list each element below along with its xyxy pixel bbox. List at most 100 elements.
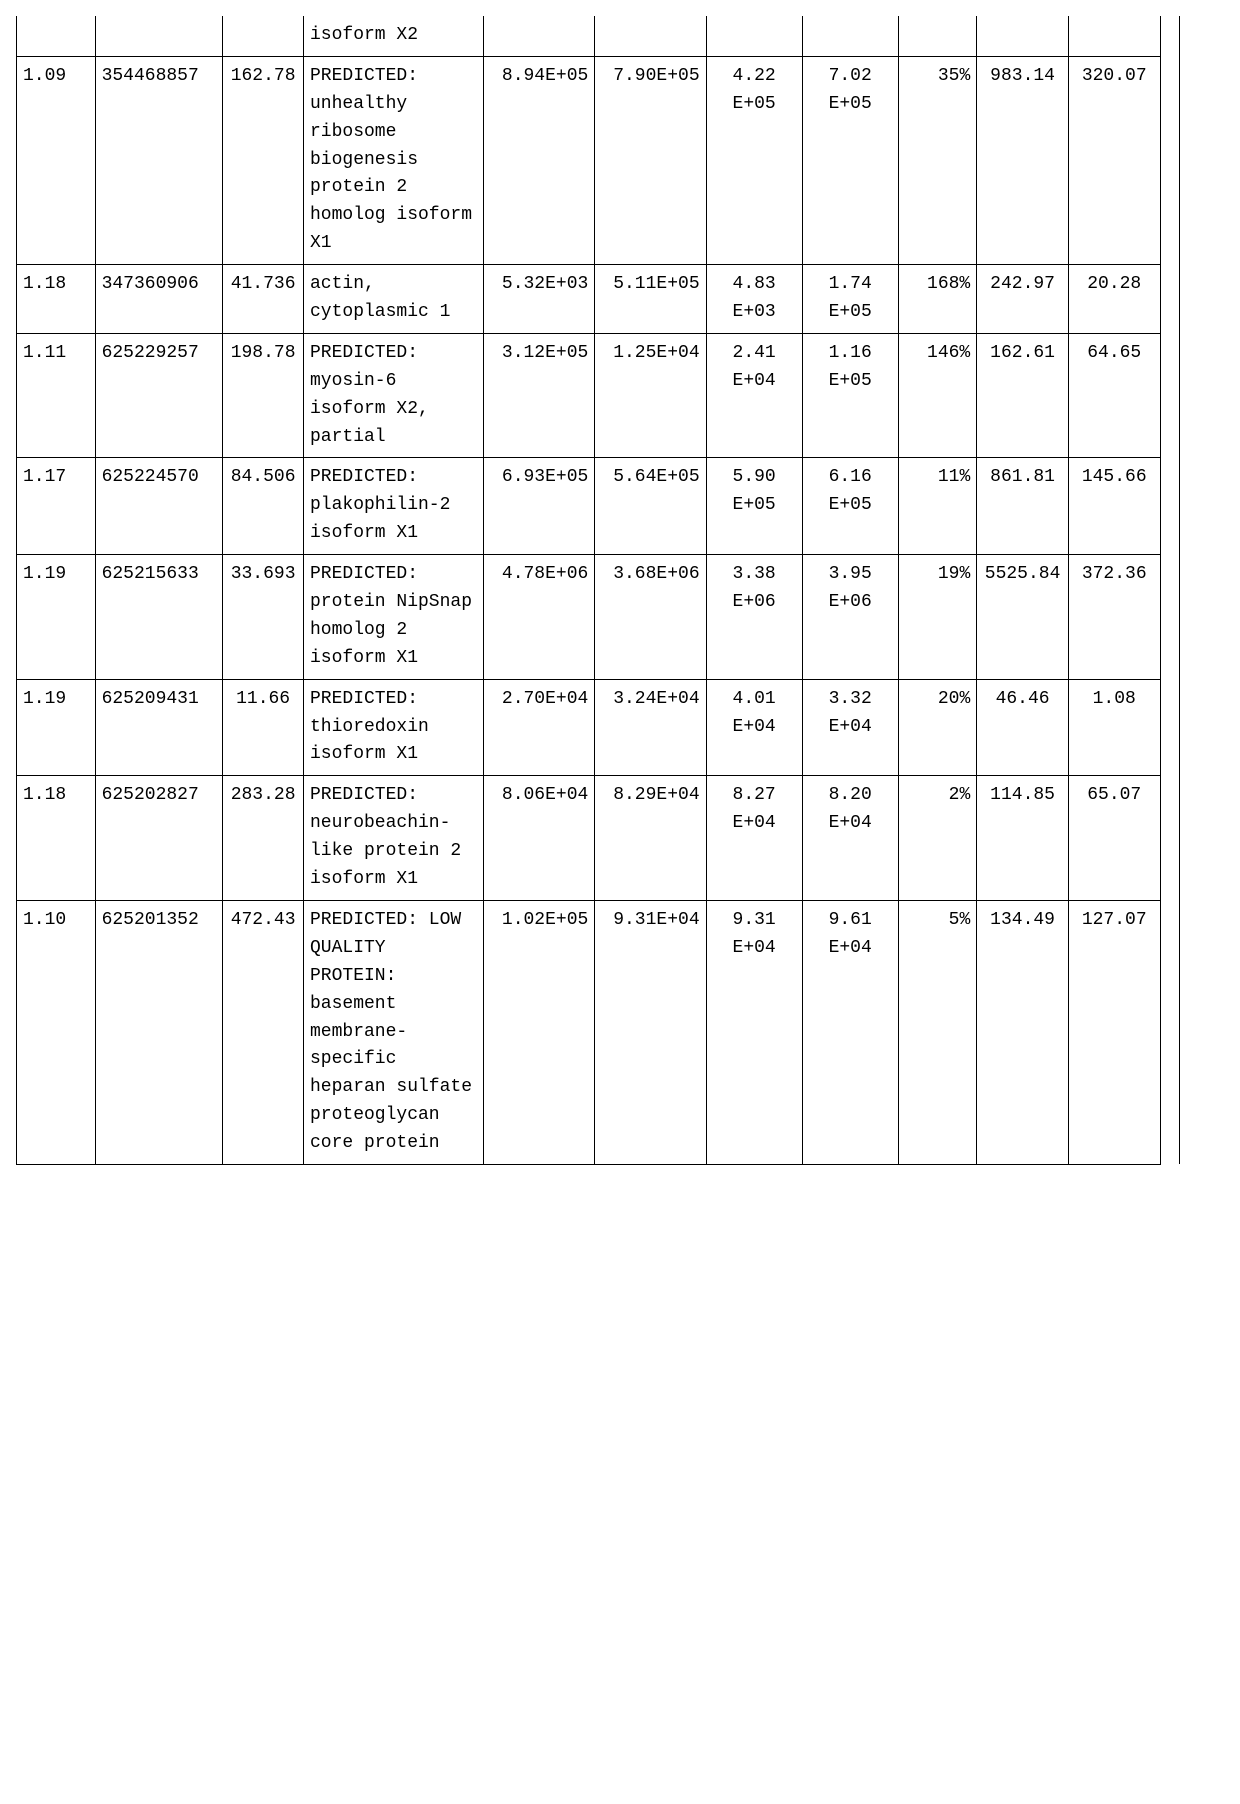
- table-cell: 3.12E+05: [484, 333, 595, 458]
- table-cell: [802, 16, 898, 56]
- table-cell: 5.90 E+05: [706, 458, 802, 555]
- table-cell: 347360906: [95, 265, 223, 334]
- table-cell: 1.11: [17, 333, 96, 458]
- table-cell: PREDICTED: plakophilin-2 isoform X1: [303, 458, 483, 555]
- table-cell: 6.16 E+05: [802, 458, 898, 555]
- table-cell: 168%: [898, 265, 977, 334]
- table-row: 1.1834736090641.736actin, cytoplasmic 15…: [17, 265, 1207, 334]
- table-cell: 5.11E+05: [595, 265, 706, 334]
- table-row: 1.18625202827283.28PREDICTED: neurobeach…: [17, 776, 1207, 901]
- table-row: 1.1962521563333.693PREDICTED: protein Ni…: [17, 555, 1207, 680]
- table-cell: 4.01 E+04: [706, 679, 802, 776]
- table-cell: 625215633: [95, 555, 223, 680]
- table-cell: 1.10: [17, 900, 96, 1164]
- table-cell: 2%: [898, 776, 977, 901]
- table-cell: 9.31 E+04: [706, 900, 802, 1164]
- table-row: 1.09354468857162.78PREDICTED: unhealthy …: [17, 56, 1207, 264]
- table-cell: PREDICTED: LOW QUALITY PROTEIN: basement…: [303, 900, 483, 1164]
- table-cell: [1068, 16, 1160, 56]
- table-cell: PREDICTED: protein NipSnap homolog 2 iso…: [303, 555, 483, 680]
- table-cell: 162.78: [223, 56, 304, 264]
- table-cell: 625224570: [95, 458, 223, 555]
- table-cell: 7.90E+05: [595, 56, 706, 264]
- table-cell: 861.81: [977, 458, 1069, 555]
- table-row-fragment: isoform X2: [17, 16, 1207, 56]
- table-cell: 2.70E+04: [484, 679, 595, 776]
- table-cell: 1.18: [17, 776, 96, 901]
- table-cell: 625202827: [95, 776, 223, 901]
- table-cell: [1160, 16, 1180, 1164]
- table-cell: 1.17: [17, 458, 96, 555]
- table-cell: 65.07: [1068, 776, 1160, 901]
- table-cell: 625201352: [95, 900, 223, 1164]
- table-cell: 35%: [898, 56, 977, 264]
- table-cell: [223, 16, 304, 56]
- table-cell: 6.93E+05: [484, 458, 595, 555]
- table-cell: 145.66: [1068, 458, 1160, 555]
- table-row: 1.1762522457084.506PREDICTED: plakophili…: [17, 458, 1207, 555]
- table-cell: 4.78E+06: [484, 555, 595, 680]
- table-cell: 3.38 E+06: [706, 555, 802, 680]
- table-cell: 9.31E+04: [595, 900, 706, 1164]
- table-cell: 198.78: [223, 333, 304, 458]
- table-cell: 1.08: [1068, 679, 1160, 776]
- table-cell: 5525.84: [977, 555, 1069, 680]
- table-cell: [484, 16, 595, 56]
- table-cell: PREDICTED: myosin-6 isoform X2, partial: [303, 333, 483, 458]
- table-cell: [977, 16, 1069, 56]
- table-cell: 472.43: [223, 900, 304, 1164]
- table-cell: 320.07: [1068, 56, 1160, 264]
- table-cell: 5%: [898, 900, 977, 1164]
- table-cell: 625209431: [95, 679, 223, 776]
- table-cell: 4.83 E+03: [706, 265, 802, 334]
- table-cell: 2.41 E+04: [706, 333, 802, 458]
- table-cell: 8.27 E+04: [706, 776, 802, 901]
- table-cell: 41.736: [223, 265, 304, 334]
- table-cell: 1.18: [17, 265, 96, 334]
- table-cell: 625229257: [95, 333, 223, 458]
- table-cell: [595, 16, 706, 56]
- protein-data-table: isoform X21.09354468857162.78PREDICTED: …: [16, 16, 1206, 1165]
- table-cell: PREDICTED: thioredoxin isoform X1: [303, 679, 483, 776]
- table-cell: 8.06E+04: [484, 776, 595, 901]
- table-cell: 46.46: [977, 679, 1069, 776]
- table-cell: 5.64E+05: [595, 458, 706, 555]
- table-cell: 3.95 E+06: [802, 555, 898, 680]
- table-cell: 8.94E+05: [484, 56, 595, 264]
- table-cell: PREDICTED: unhealthy ribosome biogenesis…: [303, 56, 483, 264]
- table-cell: 11.66: [223, 679, 304, 776]
- table-cell: 242.97: [977, 265, 1069, 334]
- table-cell: 19%: [898, 555, 977, 680]
- table-cell: 372.36: [1068, 555, 1160, 680]
- table-cell: 11%: [898, 458, 977, 555]
- table-cell: 20%: [898, 679, 977, 776]
- table-cell: PREDICTED: neurobeachin-like protein 2 i…: [303, 776, 483, 901]
- table-cell: 146%: [898, 333, 977, 458]
- table-cell: 7.02 E+05: [802, 56, 898, 264]
- table-cell: 5.32E+03: [484, 265, 595, 334]
- table-cell: [898, 16, 977, 56]
- table-cell: 1.16 E+05: [802, 333, 898, 458]
- table-row: 1.10625201352472.43PREDICTED: LOW QUALIT…: [17, 900, 1207, 1164]
- table-cell: 134.49: [977, 900, 1069, 1164]
- table-cell: 84.506: [223, 458, 304, 555]
- table-cell: actin, cytoplasmic 1: [303, 265, 483, 334]
- table-cell: 1.25E+04: [595, 333, 706, 458]
- table-cell: 20.28: [1068, 265, 1160, 334]
- table-cell: isoform X2: [303, 16, 483, 56]
- table-cell: 64.65: [1068, 333, 1160, 458]
- table-cell: 354468857: [95, 56, 223, 264]
- table-cell: 9.61 E+04: [802, 900, 898, 1164]
- table-cell: 1.02E+05: [484, 900, 595, 1164]
- table-cell: 33.693: [223, 555, 304, 680]
- table-cell: [706, 16, 802, 56]
- table-cell: 127.07: [1068, 900, 1160, 1164]
- table-cell: 1.74 E+05: [802, 265, 898, 334]
- table-cell: 162.61: [977, 333, 1069, 458]
- table-row: 1.11625229257198.78PREDICTED: myosin-6 i…: [17, 333, 1207, 458]
- table-cell: 1.09: [17, 56, 96, 264]
- table-cell: 3.32 E+04: [802, 679, 898, 776]
- table-cell: 114.85: [977, 776, 1069, 901]
- table-cell: 8.29E+04: [595, 776, 706, 901]
- table-cell: [95, 16, 223, 56]
